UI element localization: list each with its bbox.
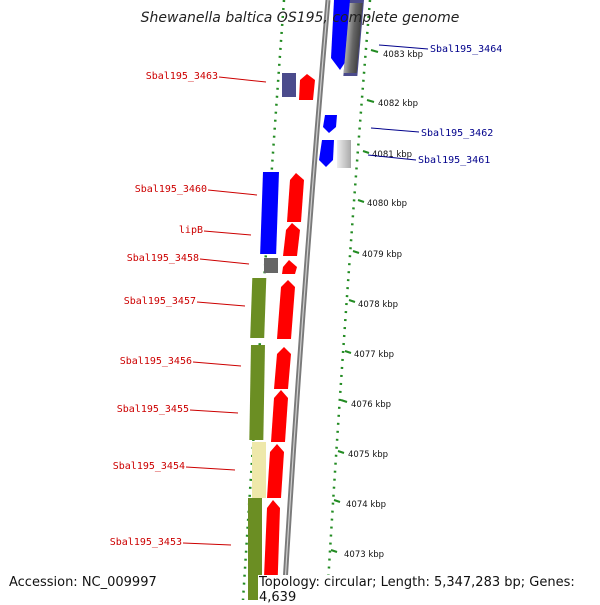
gene-3458-gene[interactable] xyxy=(264,258,278,273)
gene-3458-cds[interactable] xyxy=(282,260,297,274)
leader-line xyxy=(185,466,236,471)
leader-line xyxy=(370,127,420,133)
gene-label-3456[interactable]: Sbal195_3456 xyxy=(120,356,192,367)
gene-label-3453[interactable]: Sbal195_3453 xyxy=(110,537,182,548)
gene-label-3458[interactable]: Sbal195_3458 xyxy=(127,253,199,264)
gene-3460-cds[interactable] xyxy=(287,173,304,222)
accession-text: Accession: NC_009997 xyxy=(8,575,158,590)
tick-label: 4074 kbp xyxy=(346,500,386,510)
gene-3460-cog[interactable] xyxy=(260,172,279,254)
tick-label: 4079 kbp xyxy=(362,250,402,260)
tick-label: 4083 kbp xyxy=(383,50,423,60)
gene-label-3454[interactable]: Sbal195_3454 xyxy=(113,461,185,472)
leader-line xyxy=(367,154,417,161)
leader-line xyxy=(199,258,250,265)
leader-line xyxy=(203,230,252,236)
gene-3456-cds[interactable] xyxy=(274,347,291,389)
gene-3461-gene[interactable] xyxy=(337,140,351,168)
leader-line xyxy=(196,301,246,307)
leader-line xyxy=(207,189,258,196)
leader-line xyxy=(192,361,242,367)
gene-3457-cds[interactable] xyxy=(277,280,295,339)
gene-lipB-cds[interactable] xyxy=(283,223,300,256)
gene-label-3464[interactable]: Sbal195_3464 xyxy=(430,44,502,55)
gene-3454-cds[interactable] xyxy=(267,444,284,498)
leader-line xyxy=(182,542,232,546)
gene-3463-cds[interactable] xyxy=(299,74,315,100)
gene-3456-cog[interactable] xyxy=(249,345,265,440)
gene-3461-cds[interactable] xyxy=(319,140,334,167)
scale-ticks: 4083 kbp 4082 kbp 4081 kbp 4080 kbp 4079… xyxy=(330,49,423,560)
gene-label-3460[interactable]: Sbal195_3460 xyxy=(135,184,207,195)
tick-label: 4077 kbp xyxy=(354,350,394,360)
leader-line xyxy=(218,76,267,83)
tick-label: 4073 kbp xyxy=(344,550,384,560)
tick-label: 4075 kbp xyxy=(348,450,388,460)
tick-label: 4076 kbp xyxy=(351,400,391,410)
leader-line xyxy=(189,409,239,414)
gene-label-3463[interactable]: Sbal195_3463 xyxy=(146,71,218,82)
gene-3464-gene[interactable] xyxy=(343,3,363,73)
gene-3463-cog[interactable] xyxy=(282,73,296,97)
gene-3462-cds[interactable] xyxy=(323,115,337,133)
map-title: Shewanella baltica OS195, complete genom… xyxy=(140,10,460,26)
tick-label: 4082 kbp xyxy=(378,99,418,109)
gene-label-3461[interactable]: Sbal195_3461 xyxy=(418,155,490,166)
gene-3455-cds[interactable] xyxy=(271,390,288,442)
gene-label-lipB[interactable]: lipB xyxy=(179,225,203,236)
gene-label-3457[interactable]: Sbal195_3457 xyxy=(124,296,196,307)
gene-3454-cog[interactable] xyxy=(252,442,266,498)
tick-label: 4078 kbp xyxy=(358,300,398,310)
tick-label: 4080 kbp xyxy=(367,199,407,209)
leader-line xyxy=(378,44,429,50)
gene-label-3455[interactable]: Sbal195_3455 xyxy=(117,404,189,415)
gene-3453-cog[interactable] xyxy=(248,498,262,600)
gene-3457-cog[interactable] xyxy=(250,278,267,338)
gene-label-3462[interactable]: Sbal195_3462 xyxy=(421,128,493,139)
topology-summary: Topology: circular; Length: 5,347,283 bp… xyxy=(258,575,600,605)
tick-label: 4081 kbp xyxy=(372,150,412,160)
